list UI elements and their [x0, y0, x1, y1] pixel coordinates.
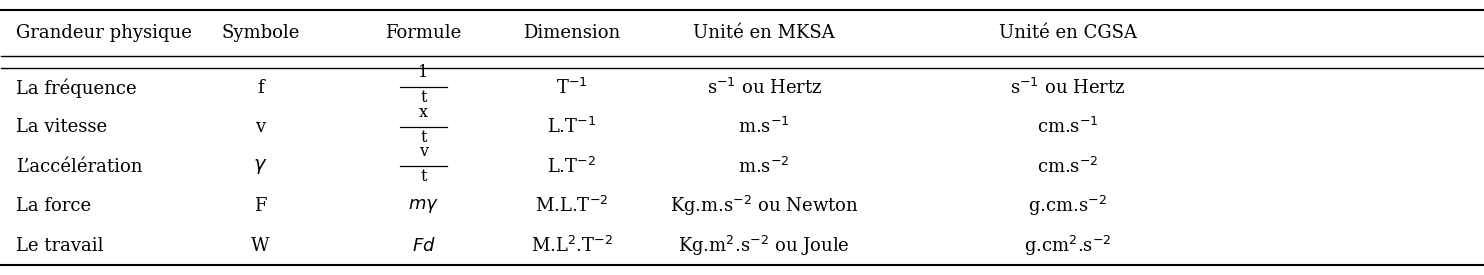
Text: $Fd$: $Fd$	[411, 237, 435, 255]
Text: f: f	[257, 79, 264, 97]
Text: 1: 1	[418, 64, 429, 81]
Text: L’accélération: L’accélération	[16, 158, 142, 176]
Text: Unité en MKSA: Unité en MKSA	[693, 24, 835, 42]
Text: W: W	[251, 237, 270, 255]
Text: s$^{-1}$ ou Hertz: s$^{-1}$ ou Hertz	[706, 78, 822, 98]
Text: La fréquence: La fréquence	[16, 78, 137, 98]
Text: cm.s$^{-2}$: cm.s$^{-2}$	[1037, 157, 1098, 177]
Text: $\gamma$: $\gamma$	[254, 157, 267, 176]
Text: Grandeur physique: Grandeur physique	[16, 24, 191, 42]
Text: Unité en CGSA: Unité en CGSA	[999, 24, 1137, 42]
Text: Dimension: Dimension	[522, 24, 620, 42]
Text: $m\gamma$: $m\gamma$	[408, 197, 439, 215]
Text: g.cm$^{2}$.s$^{-2}$: g.cm$^{2}$.s$^{-2}$	[1024, 234, 1112, 258]
Text: La vitesse: La vitesse	[16, 118, 107, 136]
Text: t: t	[420, 129, 427, 146]
Text: x: x	[418, 104, 427, 121]
Text: M.L.T$^{-2}$: M.L.T$^{-2}$	[536, 196, 608, 216]
Text: L.T$^{-1}$: L.T$^{-1}$	[548, 117, 597, 137]
Text: Symbole: Symbole	[221, 24, 300, 42]
Text: cm.s$^{-1}$: cm.s$^{-1}$	[1037, 117, 1098, 137]
Text: t: t	[420, 89, 427, 106]
Text: M.L$^{2}$.T$^{-2}$: M.L$^{2}$.T$^{-2}$	[531, 236, 613, 256]
Text: Kg.m$^{2}$.s$^{-2}$ ou Joule: Kg.m$^{2}$.s$^{-2}$ ou Joule	[678, 234, 850, 258]
Text: v: v	[418, 143, 427, 160]
Text: v: v	[255, 118, 266, 136]
Text: T$^{-1}$: T$^{-1}$	[556, 78, 588, 98]
Text: m.s$^{-2}$: m.s$^{-2}$	[739, 157, 789, 177]
Text: g.cm.s$^{-2}$: g.cm.s$^{-2}$	[1028, 194, 1107, 218]
Text: L.T$^{-2}$: L.T$^{-2}$	[548, 157, 597, 177]
Text: t: t	[420, 168, 427, 185]
Text: La force: La force	[16, 197, 92, 215]
Text: m.s$^{-1}$: m.s$^{-1}$	[739, 117, 789, 137]
Text: Kg.m.s$^{-2}$ ou Newton: Kg.m.s$^{-2}$ ou Newton	[669, 194, 859, 218]
Text: s$^{-1}$ ou Hertz: s$^{-1}$ ou Hertz	[1011, 78, 1125, 98]
Text: F: F	[254, 197, 267, 215]
Text: Le travail: Le travail	[16, 237, 104, 255]
Text: Formule: Formule	[386, 24, 462, 42]
